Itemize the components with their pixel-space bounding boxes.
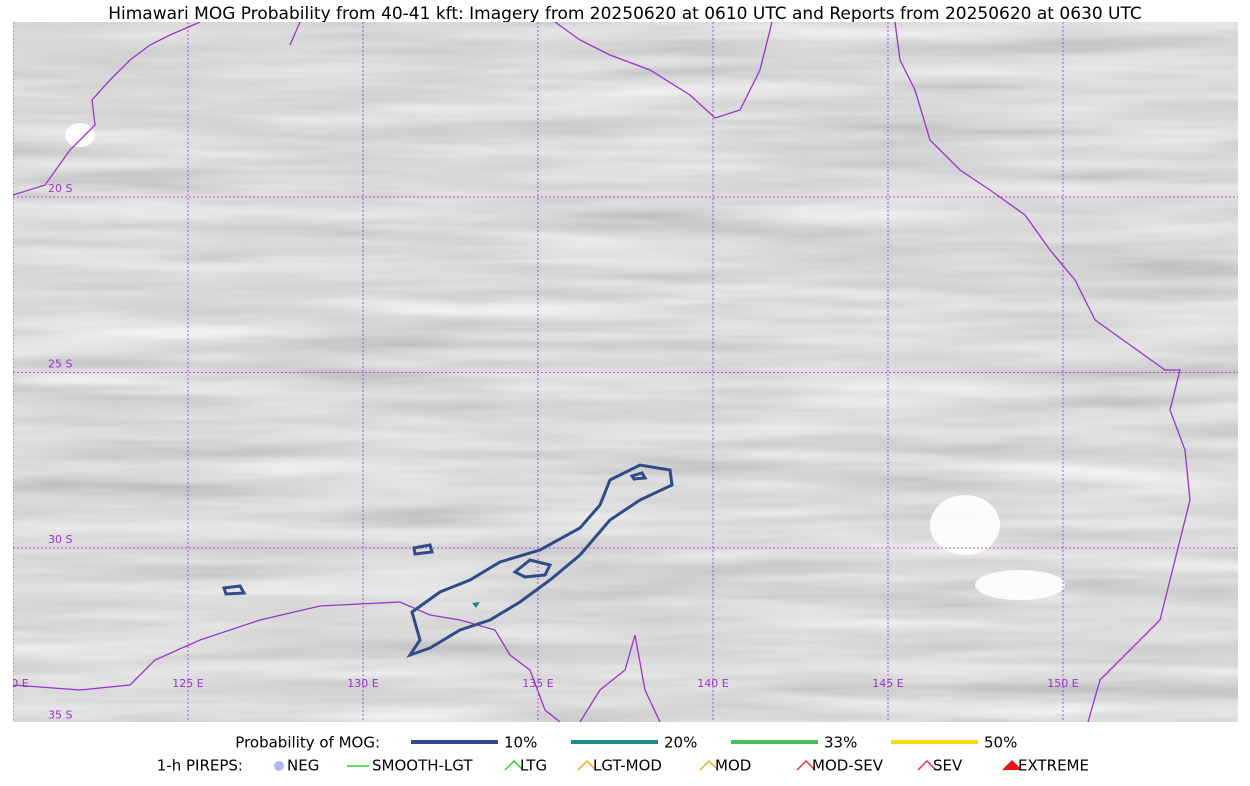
prob-10-contour bbox=[221, 463, 674, 658]
prob-20-contour bbox=[472, 602, 480, 608]
lat-label: 30 S bbox=[48, 533, 72, 546]
legend-label: 10% bbox=[504, 734, 537, 752]
legend-label: MOD bbox=[715, 757, 751, 775]
lat-label: 35 S bbox=[48, 709, 72, 722]
lon-label: 150 E bbox=[1047, 677, 1078, 690]
legend-label: 50% bbox=[984, 734, 1017, 752]
legend-label: LGT-MOD bbox=[593, 757, 662, 775]
coastline bbox=[13, 22, 1191, 722]
legend-label: LTG bbox=[520, 757, 547, 775]
lon-label: 120 E bbox=[0, 677, 29, 690]
legend-label: 20% bbox=[664, 734, 697, 752]
lon-label: 145 E bbox=[872, 677, 903, 690]
imagery-texture bbox=[13, 22, 1238, 722]
legend-title: 1-h PIREPS: bbox=[157, 757, 243, 775]
map: 20 S 25 S 30 S 35 S 120 E 125 E 130 E 135 E 140 … bbox=[0, 22, 1238, 722]
pirep-icon bbox=[274, 761, 284, 771]
pirep-icon bbox=[504, 759, 524, 771]
cloud-cluster bbox=[65, 123, 1065, 600]
legend-label: SMOOTH-LGT bbox=[372, 757, 473, 775]
lon-label: 140 E bbox=[697, 677, 728, 690]
legend-label: EXTREME bbox=[1018, 757, 1089, 775]
legend-title: Probability of MOG: bbox=[235, 734, 380, 752]
lat-label: 20 S bbox=[48, 182, 72, 195]
lon-label: 130 E bbox=[347, 677, 378, 690]
pirep-icon bbox=[796, 759, 816, 771]
legend-label: NEG bbox=[287, 757, 319, 775]
graticule: 20 S 25 S 30 S 35 S 120 E 125 E 130 E 135 E 140 … bbox=[0, 22, 1238, 722]
lat-label: 25 S bbox=[48, 358, 72, 371]
pirep-icon bbox=[577, 759, 597, 771]
title: Himawari MOG Probability from 40-41 kft:… bbox=[108, 4, 1142, 24]
legend-label: 33% bbox=[824, 734, 857, 752]
lon-label: 135 E bbox=[522, 677, 553, 690]
pirep-icon bbox=[1002, 759, 1022, 771]
legend: Probability of MOG: 10% 20% 33% 50% 1-h PIREP… bbox=[157, 734, 1089, 775]
legend-label: MOD-SEV bbox=[812, 757, 884, 775]
pirep-icon bbox=[699, 759, 719, 771]
pirep-icon bbox=[917, 759, 937, 771]
lon-label: 125 E bbox=[172, 677, 203, 690]
legend-label: SEV bbox=[933, 757, 963, 775]
